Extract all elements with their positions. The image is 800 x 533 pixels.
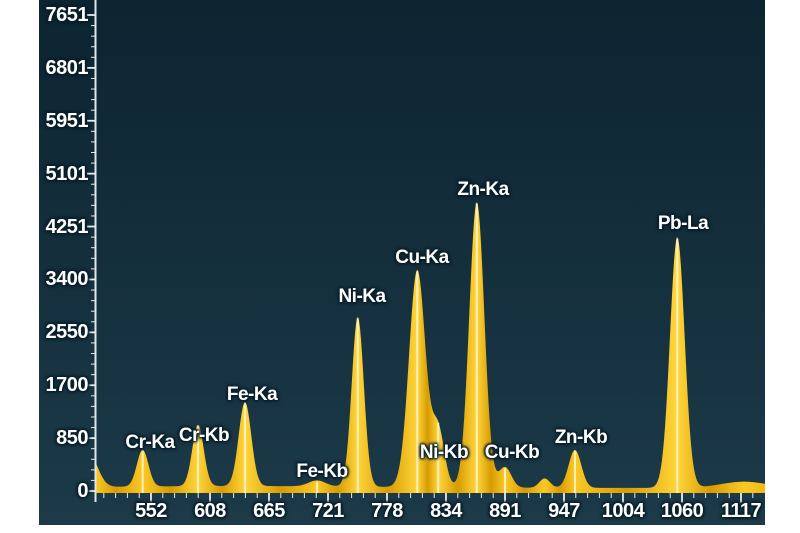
spectrum-area	[95, 202, 765, 493]
plot-background	[39, 0, 765, 525]
